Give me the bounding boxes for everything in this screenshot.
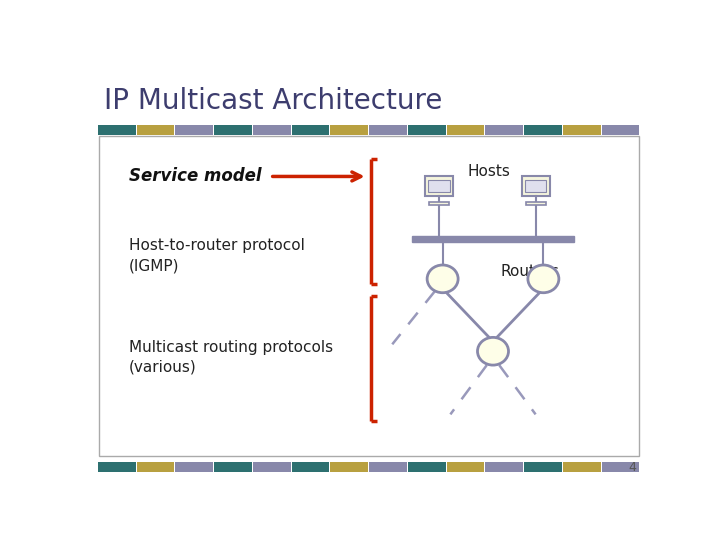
- Bar: [485, 462, 523, 472]
- Bar: [292, 125, 330, 135]
- Bar: [446, 462, 485, 472]
- Bar: [99, 137, 639, 456]
- Ellipse shape: [528, 265, 559, 293]
- Bar: [408, 462, 446, 472]
- Bar: [408, 125, 446, 135]
- Bar: [98, 125, 136, 135]
- Bar: [412, 236, 575, 242]
- Text: Service model: Service model: [129, 167, 261, 185]
- Text: Multicast routing protocols
(various): Multicast routing protocols (various): [129, 340, 333, 375]
- Bar: [446, 125, 485, 135]
- Bar: [524, 462, 562, 472]
- Bar: [175, 462, 213, 472]
- Ellipse shape: [477, 338, 508, 365]
- Bar: [522, 177, 549, 197]
- Bar: [369, 125, 407, 135]
- Bar: [214, 125, 252, 135]
- Bar: [175, 125, 213, 135]
- Bar: [428, 179, 449, 192]
- Bar: [525, 179, 546, 192]
- Text: Routers: Routers: [500, 264, 559, 279]
- Bar: [526, 202, 546, 205]
- Bar: [253, 462, 291, 472]
- Bar: [330, 462, 368, 472]
- Bar: [428, 202, 449, 205]
- Bar: [292, 462, 330, 472]
- Text: Hosts: Hosts: [468, 164, 510, 179]
- Text: IP Multicast Architecture: IP Multicast Architecture: [104, 87, 442, 115]
- Bar: [563, 125, 600, 135]
- Bar: [98, 462, 136, 472]
- Bar: [601, 125, 639, 135]
- Bar: [524, 125, 562, 135]
- Ellipse shape: [427, 265, 458, 293]
- Bar: [214, 462, 252, 472]
- Bar: [601, 462, 639, 472]
- Bar: [369, 462, 407, 472]
- Bar: [425, 177, 453, 197]
- Bar: [137, 462, 174, 472]
- Text: Host-to-router protocol
(IGMP): Host-to-router protocol (IGMP): [129, 238, 305, 273]
- Bar: [137, 125, 174, 135]
- Bar: [330, 125, 368, 135]
- Bar: [563, 462, 600, 472]
- Bar: [485, 125, 523, 135]
- Text: 4: 4: [629, 462, 636, 475]
- Bar: [253, 125, 291, 135]
